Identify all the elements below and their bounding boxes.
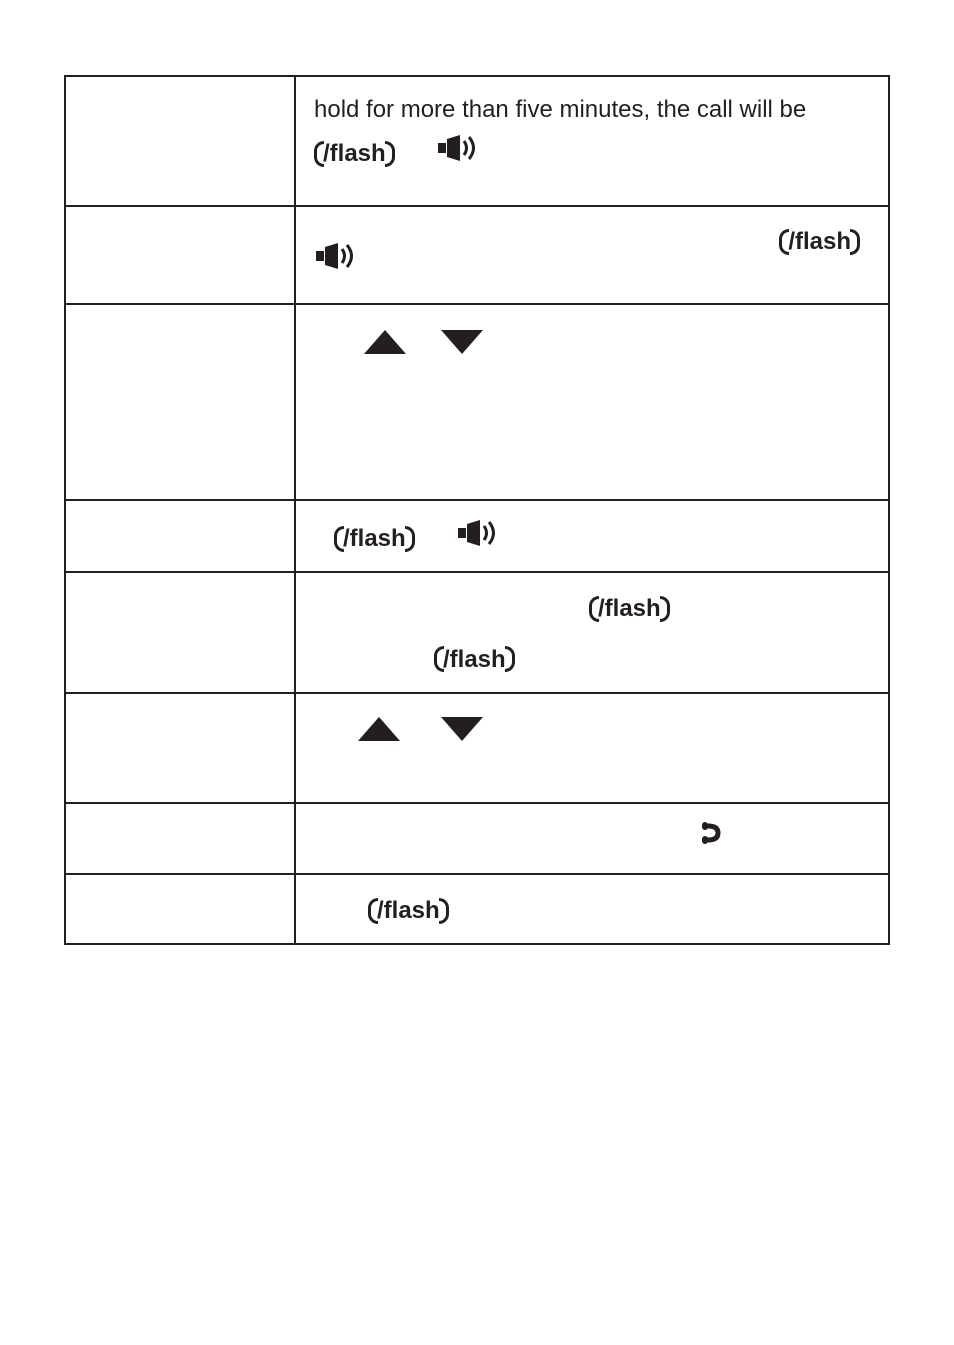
cell-left bbox=[66, 305, 296, 499]
page: hold for more than five minutes, the cal… bbox=[0, 0, 954, 1345]
flash-button-label: /flash bbox=[434, 641, 515, 678]
cell-left bbox=[66, 804, 296, 873]
table-row bbox=[66, 303, 888, 499]
table-row bbox=[66, 692, 888, 802]
flash-button-label: /flash bbox=[779, 223, 860, 260]
phone-icon bbox=[702, 818, 724, 859]
cell-right: /flash bbox=[296, 501, 888, 571]
table-row: /flash /flash bbox=[66, 571, 888, 692]
triangle-up-icon bbox=[358, 715, 400, 752]
triangle-down-icon bbox=[441, 328, 483, 365]
table-row: /flash bbox=[66, 499, 888, 571]
table-row bbox=[66, 802, 888, 873]
table-row: /flash bbox=[66, 205, 888, 303]
flash-button-label: /flash bbox=[314, 135, 395, 172]
flash-button-label: /flash bbox=[368, 892, 449, 929]
cell-right: hold for more than five minutes, the cal… bbox=[296, 77, 888, 205]
cell-right bbox=[296, 694, 888, 802]
cell-right: /flash bbox=[296, 207, 888, 303]
table-row: hold for more than five minutes, the cal… bbox=[66, 77, 888, 205]
cell-left bbox=[66, 77, 296, 205]
flash-button-label: /flash bbox=[334, 520, 415, 557]
cell-right: /flash bbox=[296, 875, 888, 943]
table-row: /flash bbox=[66, 873, 888, 943]
speaker-icon bbox=[458, 520, 504, 557]
cell-left bbox=[66, 207, 296, 303]
instruction-table: hold for more than five minutes, the cal… bbox=[64, 75, 890, 945]
flash-button-label: /flash bbox=[589, 590, 670, 627]
speaker-icon bbox=[316, 243, 362, 280]
speaker-icon bbox=[438, 135, 484, 172]
cell-right: /flash /flash bbox=[296, 573, 888, 692]
cell-left bbox=[66, 694, 296, 802]
triangle-down-icon bbox=[441, 715, 483, 752]
row1-text: hold for more than five minutes, the cal… bbox=[314, 96, 806, 123]
cell-right bbox=[296, 305, 888, 499]
triangle-up-icon bbox=[364, 328, 406, 365]
cell-left bbox=[66, 573, 296, 692]
cell-right bbox=[296, 804, 888, 873]
cell-left bbox=[66, 875, 296, 943]
cell-left bbox=[66, 501, 296, 571]
